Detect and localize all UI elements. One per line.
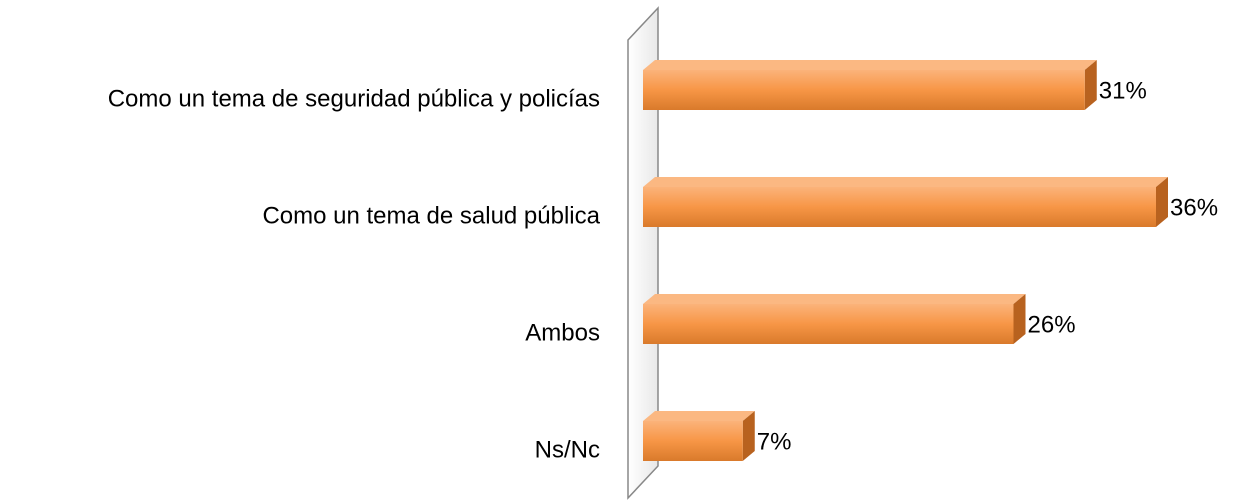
bar-top [643,177,1168,187]
category-label: Como un tema de salud pública [262,202,600,229]
bar-side [1156,177,1168,227]
bar [643,421,743,461]
bar-side [1013,294,1026,344]
bar [643,187,1156,227]
bar-side [742,411,755,461]
category-label: Como un tema de seguridad pública y poli… [108,85,600,112]
bar-top [643,411,755,421]
bar-side [1084,60,1097,110]
bar [643,70,1085,110]
category-label: Ns/Nc [535,436,600,463]
bar-top [643,294,1026,304]
value-label: 26% [1028,311,1076,338]
value-label: 36% [1170,194,1218,221]
axis-wall [627,6,659,500]
bar-top [643,60,1097,70]
value-label: 7% [757,428,792,455]
value-label: 31% [1099,77,1147,104]
bar [643,304,1014,344]
category-label: Ambos [525,319,600,346]
